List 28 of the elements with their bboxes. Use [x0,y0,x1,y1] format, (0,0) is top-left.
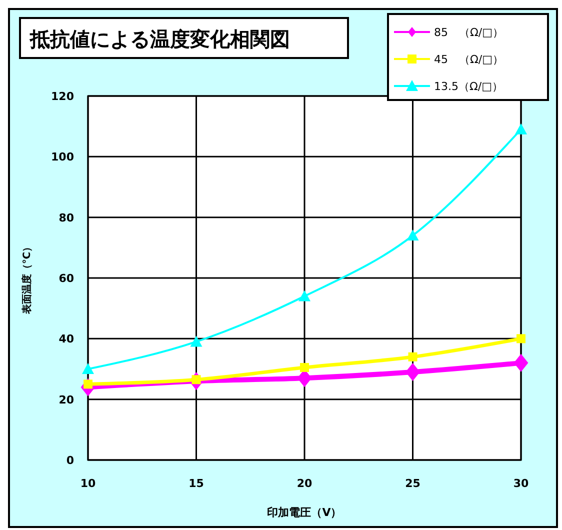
y-tick-label: 0 [66,454,74,467]
chart-title: 抵抗値による温度変化相関図 [29,27,290,51]
point [516,334,526,344]
point [406,230,419,241]
y-tick-label: 60 [58,272,74,285]
point [406,363,420,382]
point [300,362,309,372]
y-axis-title: 表面温度（℃） [21,242,33,316]
y-tick-label: 20 [58,393,74,406]
x-tick-label: 20 [296,477,312,490]
y-tick-label: 40 [58,332,74,346]
point [515,123,527,134]
point [82,363,94,374]
point [298,290,310,302]
x-tick-label: 25 [405,477,420,490]
legend-label: 85 （Ω/□） [434,26,504,39]
y-tick-label: 120 [51,90,74,103]
point [408,352,418,362]
legend-label: 13.5（Ω/□） [434,80,503,93]
point [514,354,528,372]
y-tick-label: 80 [58,211,74,224]
legend-label: 45 （Ω/□） [434,53,504,66]
point [190,336,202,347]
x-tick-label: 15 [188,477,204,490]
y-tick-label: 100 [51,150,74,164]
x-tick-label: 10 [80,477,96,490]
x-axis-title: 印加電圧（V） [267,506,342,519]
x-tick-label: 30 [513,477,529,490]
